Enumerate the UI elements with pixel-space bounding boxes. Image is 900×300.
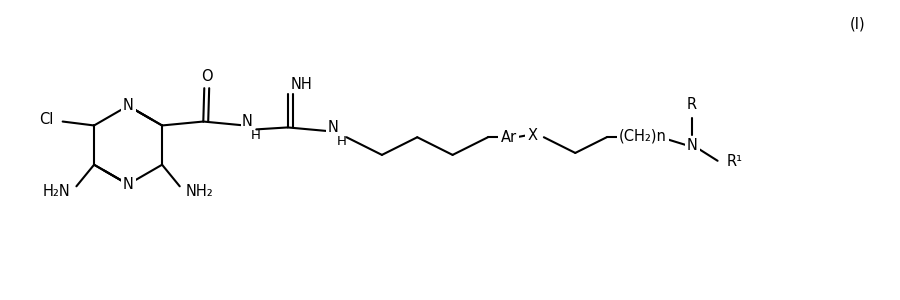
Text: N: N [122, 98, 133, 113]
Text: Cl: Cl [39, 112, 53, 127]
Text: O: O [201, 69, 212, 84]
Text: H: H [337, 135, 347, 148]
Text: H: H [250, 129, 260, 142]
Text: N: N [122, 177, 133, 192]
Text: (CH₂)n: (CH₂)n [619, 129, 667, 144]
Text: R¹: R¹ [726, 154, 742, 169]
Text: NH: NH [291, 77, 312, 92]
Text: N: N [242, 114, 253, 129]
Text: N: N [687, 138, 698, 153]
Text: Ar: Ar [500, 130, 517, 145]
Text: (I): (I) [850, 17, 865, 32]
Text: R: R [687, 98, 698, 112]
Text: X: X [527, 128, 537, 143]
Text: H₂N: H₂N [43, 184, 71, 199]
Text: NH₂: NH₂ [185, 184, 213, 199]
Text: N: N [328, 120, 338, 135]
